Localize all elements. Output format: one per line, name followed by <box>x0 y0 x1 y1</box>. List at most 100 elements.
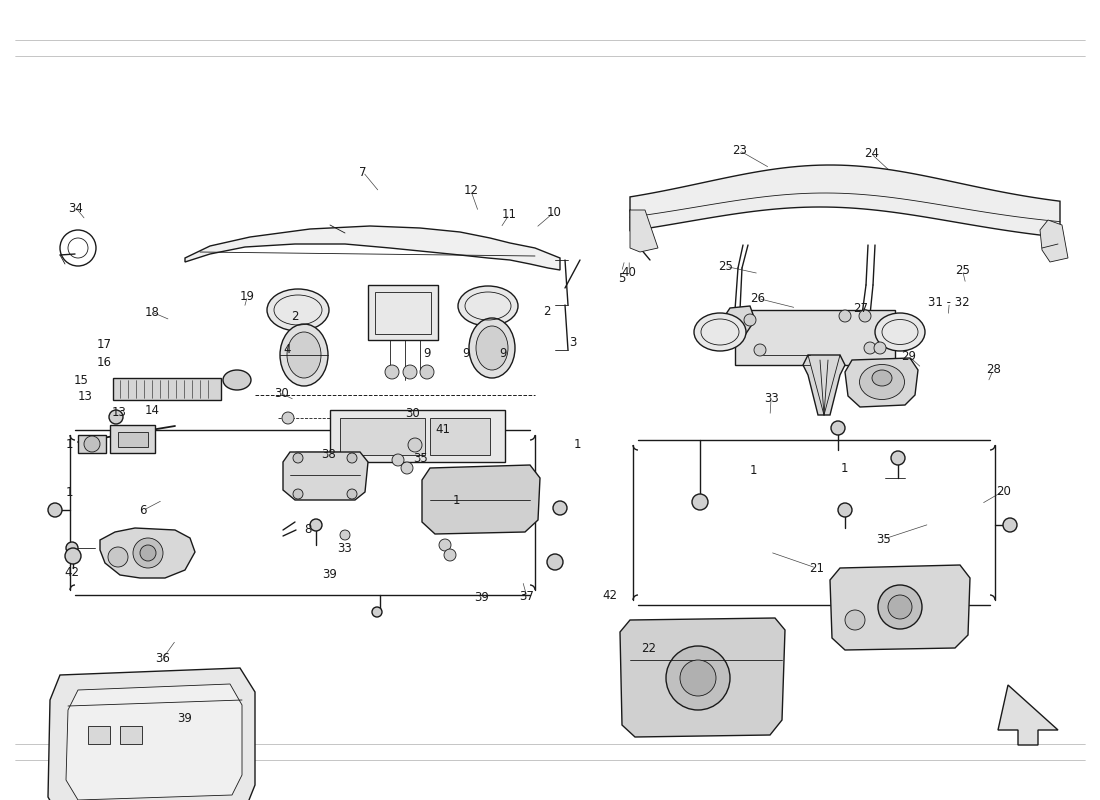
Text: 12: 12 <box>463 184 478 197</box>
Circle shape <box>140 545 156 561</box>
Text: 35: 35 <box>876 533 891 546</box>
Circle shape <box>838 503 853 517</box>
Ellipse shape <box>458 286 518 326</box>
Circle shape <box>385 365 399 379</box>
Ellipse shape <box>223 370 251 390</box>
Text: 1: 1 <box>66 438 73 450</box>
Text: 7: 7 <box>360 166 366 178</box>
Text: 20: 20 <box>996 485 1011 498</box>
Circle shape <box>888 595 912 619</box>
Ellipse shape <box>267 289 329 331</box>
Circle shape <box>1003 518 1018 532</box>
Circle shape <box>547 554 563 570</box>
Text: 34: 34 <box>68 202 84 214</box>
Text: 9: 9 <box>499 347 506 360</box>
Text: 1: 1 <box>574 438 581 451</box>
Text: 16: 16 <box>97 356 112 369</box>
Circle shape <box>402 462 412 474</box>
Bar <box>368 285 438 340</box>
Polygon shape <box>830 565 970 650</box>
Text: 39: 39 <box>177 712 192 725</box>
Polygon shape <box>620 618 785 737</box>
Text: 4: 4 <box>284 343 290 356</box>
Text: 13: 13 <box>77 390 92 402</box>
Circle shape <box>293 453 303 463</box>
Text: 14: 14 <box>144 404 159 417</box>
Text: 1: 1 <box>66 486 73 498</box>
Text: 24: 24 <box>864 147 879 160</box>
Circle shape <box>666 646 730 710</box>
Text: 21: 21 <box>808 562 824 574</box>
Circle shape <box>744 314 756 326</box>
Polygon shape <box>185 226 560 270</box>
Text: 28: 28 <box>986 363 1001 376</box>
Polygon shape <box>66 684 242 800</box>
Circle shape <box>830 421 845 435</box>
Bar <box>88 726 110 744</box>
Text: 38: 38 <box>321 448 337 461</box>
Circle shape <box>839 310 851 322</box>
Circle shape <box>133 538 163 568</box>
Circle shape <box>346 489 358 499</box>
Circle shape <box>680 660 716 696</box>
Text: 10: 10 <box>547 206 562 218</box>
Text: 2: 2 <box>292 310 298 322</box>
Circle shape <box>109 410 123 424</box>
Text: 42: 42 <box>602 589 617 602</box>
Circle shape <box>845 610 865 630</box>
Ellipse shape <box>280 324 328 386</box>
Ellipse shape <box>287 332 321 378</box>
Circle shape <box>878 585 922 629</box>
Bar <box>110 425 155 453</box>
Text: 33: 33 <box>763 392 779 405</box>
Ellipse shape <box>469 318 515 378</box>
Circle shape <box>66 542 78 554</box>
Ellipse shape <box>476 326 508 370</box>
Circle shape <box>859 310 871 322</box>
Circle shape <box>754 344 766 356</box>
Polygon shape <box>630 165 1060 238</box>
Circle shape <box>346 453 358 463</box>
Text: 36: 36 <box>155 652 170 665</box>
Circle shape <box>340 530 350 540</box>
Text: 23: 23 <box>732 144 747 157</box>
Text: 13: 13 <box>111 406 126 418</box>
Polygon shape <box>998 685 1058 745</box>
Polygon shape <box>845 358 918 407</box>
Text: 35: 35 <box>412 452 428 465</box>
Bar <box>735 310 895 365</box>
Polygon shape <box>283 452 368 500</box>
Bar <box>340 418 425 455</box>
Text: 29: 29 <box>901 350 916 362</box>
Text: 37: 37 <box>519 590 535 603</box>
Bar <box>375 292 431 334</box>
Text: 1: 1 <box>453 494 460 506</box>
Text: 39: 39 <box>474 591 490 604</box>
Text: 8: 8 <box>305 523 311 536</box>
Circle shape <box>692 494 708 510</box>
Ellipse shape <box>874 313 925 351</box>
Circle shape <box>293 489 303 499</box>
Text: 26: 26 <box>750 292 766 305</box>
Ellipse shape <box>859 365 904 399</box>
Bar <box>118 432 148 447</box>
Text: 2: 2 <box>543 305 550 318</box>
Circle shape <box>48 503 62 517</box>
Text: 31 - 32: 31 - 32 <box>928 296 970 309</box>
Bar <box>330 410 505 462</box>
Text: 30: 30 <box>405 407 420 420</box>
Circle shape <box>65 548 81 564</box>
Text: 25: 25 <box>718 260 734 273</box>
Text: 39: 39 <box>322 568 338 581</box>
Polygon shape <box>722 306 755 335</box>
Text: 27: 27 <box>852 302 868 314</box>
Bar <box>120 726 142 744</box>
Circle shape <box>108 547 128 567</box>
Circle shape <box>408 438 422 452</box>
Text: 17: 17 <box>97 338 112 350</box>
Circle shape <box>420 365 434 379</box>
Bar <box>113 378 221 400</box>
Text: 33: 33 <box>337 542 352 554</box>
Polygon shape <box>1040 220 1068 262</box>
Bar <box>295 452 360 492</box>
